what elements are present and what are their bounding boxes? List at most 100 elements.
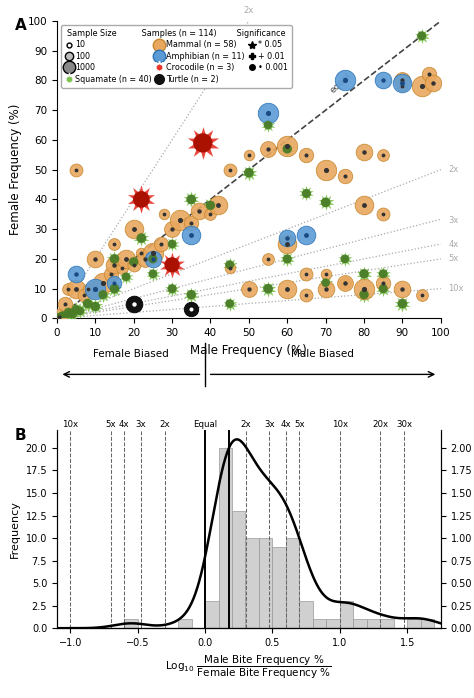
Point — [137, 194, 145, 205]
Point — [130, 256, 137, 267]
Bar — [259, 538, 273, 628]
Point — [264, 107, 272, 119]
Point — [399, 81, 406, 92]
Point — [80, 289, 88, 300]
Point — [399, 81, 406, 92]
Point — [76, 305, 84, 316]
Point — [168, 223, 176, 235]
Point — [379, 209, 387, 220]
Point — [55, 311, 63, 322]
Point — [137, 247, 145, 258]
Point — [360, 200, 368, 211]
Point — [199, 138, 207, 149]
Point — [149, 247, 156, 258]
Point — [302, 230, 310, 241]
Bar — [300, 601, 313, 628]
Bar — [273, 547, 286, 628]
Point — [64, 283, 72, 295]
Point — [379, 149, 387, 161]
Point — [379, 75, 387, 86]
Point — [399, 298, 406, 309]
Point — [360, 146, 368, 157]
Point — [84, 283, 91, 295]
Point — [55, 311, 63, 322]
Point — [149, 268, 156, 279]
Point — [91, 283, 99, 295]
Point — [187, 289, 195, 300]
Point — [341, 253, 349, 265]
Point — [118, 262, 126, 274]
Point — [283, 283, 291, 295]
Point — [80, 289, 88, 300]
Point — [84, 298, 91, 309]
Bar — [420, 619, 434, 628]
Point — [283, 143, 291, 154]
Point — [302, 268, 310, 279]
Point — [245, 283, 253, 295]
Point — [322, 268, 329, 279]
Bar — [353, 619, 367, 628]
Point — [110, 259, 118, 270]
Point — [264, 107, 272, 119]
Point — [283, 232, 291, 244]
Point — [110, 277, 118, 288]
Point — [61, 312, 68, 323]
Point — [360, 283, 368, 295]
Point — [341, 170, 349, 181]
Point — [168, 239, 176, 250]
Point — [110, 239, 118, 250]
Point — [418, 30, 426, 41]
Point — [199, 138, 207, 149]
Point — [149, 253, 156, 265]
Point — [283, 239, 291, 250]
Bar — [367, 619, 380, 628]
Point — [168, 283, 176, 295]
Text: 10x: 10x — [448, 284, 464, 293]
Text: B: B — [15, 428, 26, 443]
Point — [399, 77, 406, 89]
Text: 4x: 4x — [448, 239, 459, 248]
Text: 5x: 5x — [448, 254, 459, 263]
Point — [302, 188, 310, 199]
Point — [55, 312, 63, 323]
Point — [283, 239, 291, 250]
Point — [264, 119, 272, 131]
Point — [187, 230, 195, 241]
Point — [64, 283, 72, 295]
Point — [226, 259, 233, 270]
Point — [72, 304, 80, 315]
Point — [426, 69, 433, 80]
Point — [399, 298, 406, 309]
Point — [149, 253, 156, 265]
Point — [168, 239, 176, 250]
Bar — [286, 538, 300, 628]
Point — [283, 232, 291, 244]
Point — [91, 253, 99, 265]
Point — [379, 277, 387, 288]
Bar — [313, 619, 326, 628]
Point — [99, 289, 107, 300]
Point — [341, 75, 349, 86]
Point — [99, 289, 107, 300]
Point — [264, 143, 272, 154]
Point — [341, 277, 349, 288]
Point — [322, 277, 329, 288]
Point — [379, 209, 387, 220]
Point — [122, 271, 130, 282]
Bar — [124, 619, 138, 628]
Point — [399, 283, 406, 295]
Point — [76, 305, 84, 316]
Point — [91, 283, 99, 295]
Point — [168, 283, 176, 295]
Point — [195, 206, 203, 217]
Bar — [178, 619, 191, 628]
Text: equal: equal — [328, 71, 353, 96]
Point — [55, 312, 63, 323]
Point — [418, 81, 426, 92]
Point — [130, 256, 137, 267]
Legend: 10, 100, 1000, Squamate (n = 40), Mammal (n = 58), Amphibian (n = 11), Crocodile: 10, 100, 1000, Squamate (n = 40), Mammal… — [61, 25, 292, 88]
Bar — [205, 601, 219, 628]
Point — [68, 309, 76, 320]
Point — [110, 253, 118, 265]
Bar — [407, 619, 420, 628]
